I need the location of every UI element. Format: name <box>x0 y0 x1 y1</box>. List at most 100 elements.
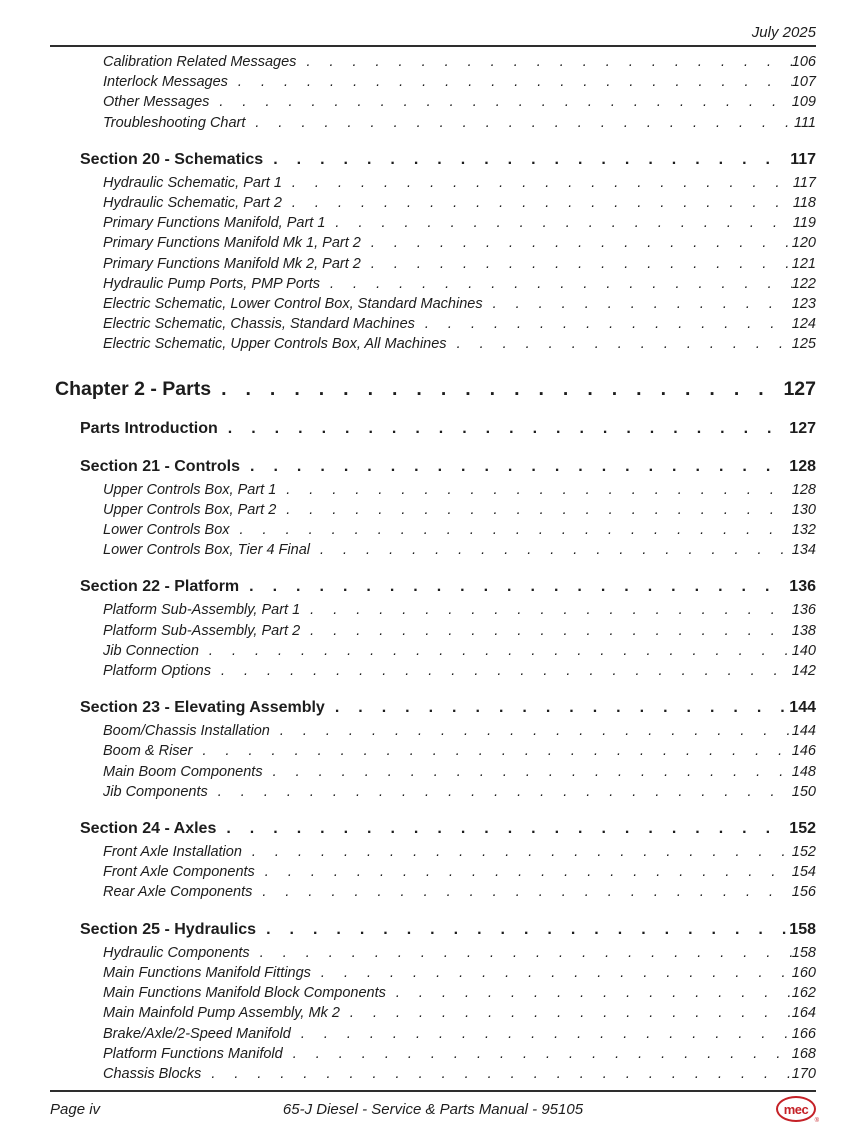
toc-row[interactable]: Section 23 - Elevating Assembly ........… <box>50 697 816 719</box>
toc-row[interactable]: Section 20 - Schematics ................… <box>50 149 816 171</box>
toc-row[interactable]: Primary Functions Manifold Mk 1, Part 2 … <box>50 233 816 253</box>
footer-logo-area: mec ® <box>636 1096 819 1124</box>
toc-group: Section 22 - Platform ..................… <box>50 576 816 681</box>
toc-row[interactable]: Main Functions Manifold Fittings .......… <box>50 963 816 983</box>
toc-row[interactable]: Primary Functions Manifold, Part 1 .....… <box>50 213 816 233</box>
dot-leader: ........................................… <box>370 235 792 252</box>
toc-row[interactable]: Chassis Blocks .........................… <box>50 1064 816 1084</box>
toc-row[interactable]: Jib Connection .........................… <box>50 641 816 661</box>
toc-row[interactable]: Front Axle Components ..................… <box>50 862 816 882</box>
toc-entry-label: Platform Options <box>103 663 211 680</box>
toc-entry-label: Platform Sub-Assembly, Part 1 <box>103 602 301 619</box>
toc-row[interactable]: Lower Controls Box .....................… <box>50 520 816 540</box>
toc-entry-page: 111 <box>793 114 816 131</box>
toc-entry-label: Section 24 - Axles <box>80 820 217 838</box>
toc-row[interactable]: Hydraulic Pump Ports, PMP Ports ........… <box>50 274 816 294</box>
toc-entry-page: 121 <box>791 255 816 272</box>
toc-entry-page: 146 <box>791 743 816 760</box>
toc-row[interactable]: Upper Controls Box, Part 1 .............… <box>50 480 816 500</box>
toc-list: Calibration Related Messages ...........… <box>50 52 816 1084</box>
toc-entry-page: 152 <box>789 820 816 838</box>
page-footer: Page iv 65-J Diesel - Service & Parts Ma… <box>50 1096 819 1124</box>
toc-entry-label: Chassis Blocks <box>103 1065 202 1082</box>
toc-row[interactable]: Upper Controls Box, Part 2 .............… <box>50 500 816 520</box>
header-rule <box>50 45 816 47</box>
toc-entry-page: 168 <box>791 1045 816 1062</box>
toc-row[interactable]: Electric Schematic, Lower Control Box, S… <box>50 294 816 314</box>
toc-entry-page: 170 <box>791 1065 816 1082</box>
dot-leader: ........................................… <box>237 74 792 91</box>
toc-entry-page: 127 <box>789 419 816 437</box>
toc-group: Section 21 - Controls ..................… <box>50 456 816 561</box>
toc-row[interactable]: Main Mainfold Pump Assembly, Mk 2 ......… <box>50 1003 816 1023</box>
toc-entry-page: 136 <box>791 602 816 619</box>
toc-row[interactable]: Electric Schematic, Upper Controls Box, … <box>50 334 816 354</box>
toc-row[interactable]: Hydraulic Components ...................… <box>50 943 816 963</box>
toc-entry-label: Primary Functions Manifold Mk 1, Part 2 <box>103 235 361 252</box>
toc-row[interactable]: Platform Sub-Assembly, Part 2 ..........… <box>50 621 816 641</box>
toc-row[interactable]: Chapter 2 - Parts ......................… <box>50 376 816 402</box>
dot-leader: ........................................… <box>221 377 783 400</box>
toc-entry-page: 106 <box>791 54 816 70</box>
toc-row[interactable]: Front Axle Installation ................… <box>50 842 816 862</box>
toc-row[interactable]: Main Functions Manifold Block Components… <box>50 983 816 1003</box>
toc-entry-page: 148 <box>791 763 816 780</box>
toc-entry-page: 162 <box>791 985 816 1002</box>
toc-row[interactable]: Platform Functions Manifold ............… <box>50 1044 816 1064</box>
toc-entry-label: Upper Controls Box, Part 2 <box>103 501 277 518</box>
toc-row[interactable]: Parts Introduction .....................… <box>50 418 816 440</box>
toc-row[interactable]: Jib Components .........................… <box>50 782 816 802</box>
toc-entry-label: Hydraulic Pump Ports, PMP Ports <box>103 275 321 292</box>
toc-row[interactable]: Lower Controls Box, Tier 4 Final .......… <box>50 540 816 560</box>
footer-page-number: Page iv <box>50 1100 101 1118</box>
toc-row[interactable]: Section 22 - Platform ..................… <box>50 576 816 598</box>
toc-entry-page: 118 <box>792 195 816 212</box>
toc-row[interactable]: Platform Options .......................… <box>50 661 816 681</box>
toc-row[interactable]: Electric Schematic, Chassis, Standard Ma… <box>50 314 816 334</box>
toc-entry-label: Platform Sub-Assembly, Part 2 <box>103 622 301 639</box>
dot-leader: ........................................… <box>292 1045 792 1062</box>
toc-entry-page: 128 <box>789 457 816 475</box>
toc-entry-page: 132 <box>791 522 816 539</box>
toc-row[interactable]: Section 24 - Axles .....................… <box>50 818 816 840</box>
dot-leader: ........................................… <box>370 255 792 272</box>
toc-entry-label: Jib Components <box>103 783 208 800</box>
toc-row[interactable]: Main Boom Components ...................… <box>50 762 816 782</box>
toc-entry-page: 160 <box>791 964 816 981</box>
dot-leader: ........................................… <box>221 663 792 680</box>
toc-entry-page: 130 <box>791 501 816 518</box>
toc-row[interactable]: Section 25 - Hydraulics ................… <box>50 919 816 941</box>
toc-row[interactable]: Rear Axle Components ...................… <box>50 882 816 902</box>
dot-leader: ........................................… <box>255 114 794 131</box>
toc-row[interactable]: Troubleshooting Chart ..................… <box>50 113 816 133</box>
toc-entry-label: Main Functions Manifold Block Components <box>103 985 386 1002</box>
dot-leader: ........................................… <box>310 602 792 619</box>
dot-leader: ........................................… <box>217 783 792 800</box>
toc-row[interactable]: Platform Sub-Assembly, Part 1 ..........… <box>50 600 816 620</box>
toc-entry-page: 107 <box>791 74 816 91</box>
toc-entry-page: 128 <box>791 481 816 498</box>
toc-entry-label: Hydraulic Components <box>103 944 250 961</box>
toc-row[interactable]: Other Messages .........................… <box>50 92 816 112</box>
dot-leader: ........................................… <box>349 1005 792 1022</box>
dot-leader: ........................................… <box>226 820 790 838</box>
toc-group: Section 24 - Axles .....................… <box>50 818 816 903</box>
toc-row[interactable]: Interlock Messages .....................… <box>50 72 816 92</box>
toc-row[interactable]: Primary Functions Manifold Mk 2, Part 2 … <box>50 254 816 274</box>
toc-row[interactable]: Section 21 - Controls ..................… <box>50 456 816 478</box>
toc-row[interactable]: Hydraulic Schematic, Part 1 ............… <box>50 173 816 193</box>
toc-entry-page: 140 <box>791 642 816 659</box>
footer-manual-title: 65-J Diesel - Service & Parts Manual - 9… <box>282 1100 584 1118</box>
toc-entry-label: Section 22 - Platform <box>80 578 240 596</box>
dot-leader: ........................................… <box>273 150 790 168</box>
toc-row[interactable]: Calibration Related Messages ...........… <box>50 52 816 72</box>
dot-leader: ........................................… <box>319 542 792 559</box>
toc-entry-page: 150 <box>791 783 816 800</box>
toc-row[interactable]: Boom & Riser ...........................… <box>50 741 816 761</box>
toc-entry-label: Troubleshooting Chart <box>103 114 246 131</box>
toc-row[interactable]: Brake/Axle/2-Speed Manifold ............… <box>50 1024 816 1044</box>
toc-row[interactable]: Hydraulic Schematic, Part 2 ............… <box>50 193 816 213</box>
toc-row[interactable]: Boom/Chassis Installation ..............… <box>50 721 816 741</box>
toc-entry-label: Boom/Chassis Installation <box>103 723 270 740</box>
